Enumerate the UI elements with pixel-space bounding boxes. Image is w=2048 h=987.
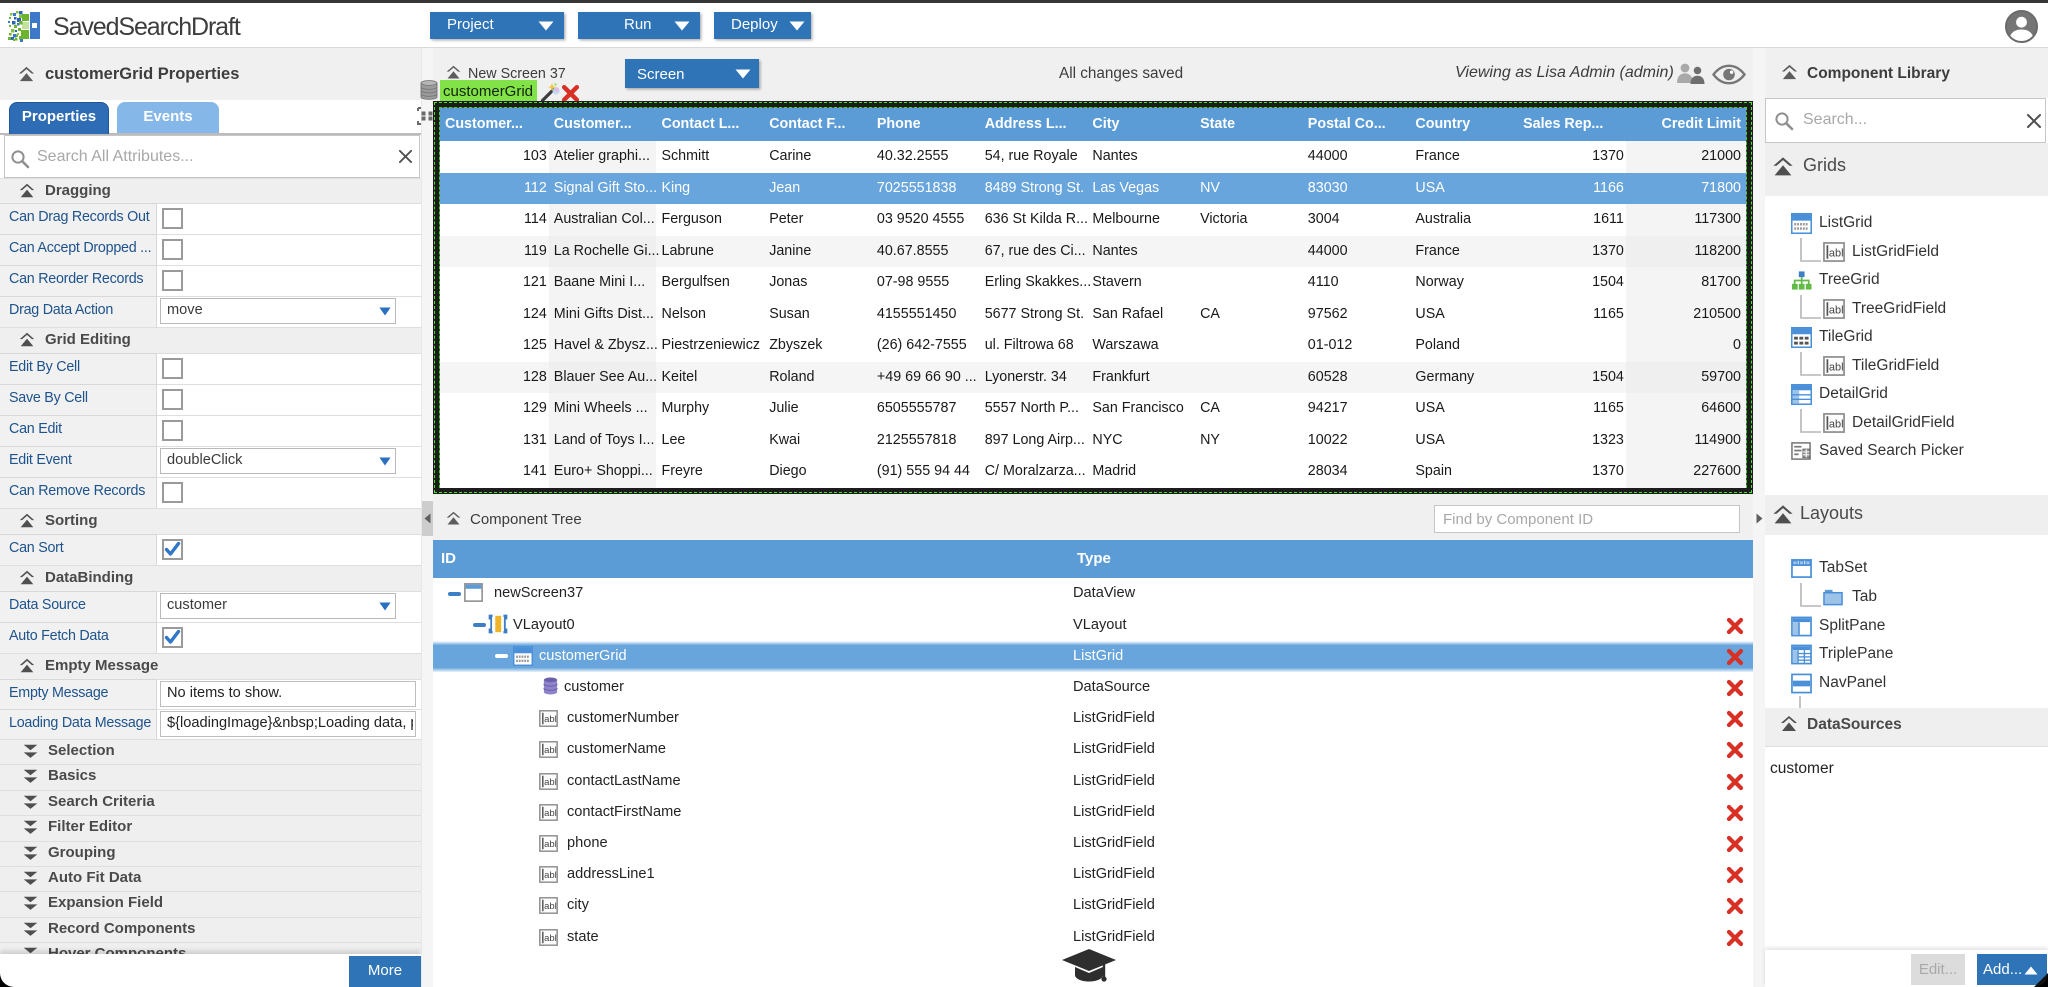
svg-text:abl: abl — [544, 901, 557, 912]
svg-text:abl: abl — [544, 838, 557, 849]
svg-text:abl: abl — [1829, 361, 1844, 373]
svg-text:abl: abl — [544, 869, 557, 880]
svg-text:abl: abl — [544, 776, 557, 787]
svg-text:abl: abl — [1829, 418, 1844, 430]
svg-text:abl: abl — [544, 745, 557, 756]
svg-text:abl: abl — [1829, 247, 1844, 259]
svg-text:abl: abl — [544, 807, 557, 818]
svg-text:abl: abl — [544, 932, 557, 943]
svg-text:abl: abl — [544, 713, 557, 724]
svg-text:abl: abl — [1829, 304, 1844, 316]
